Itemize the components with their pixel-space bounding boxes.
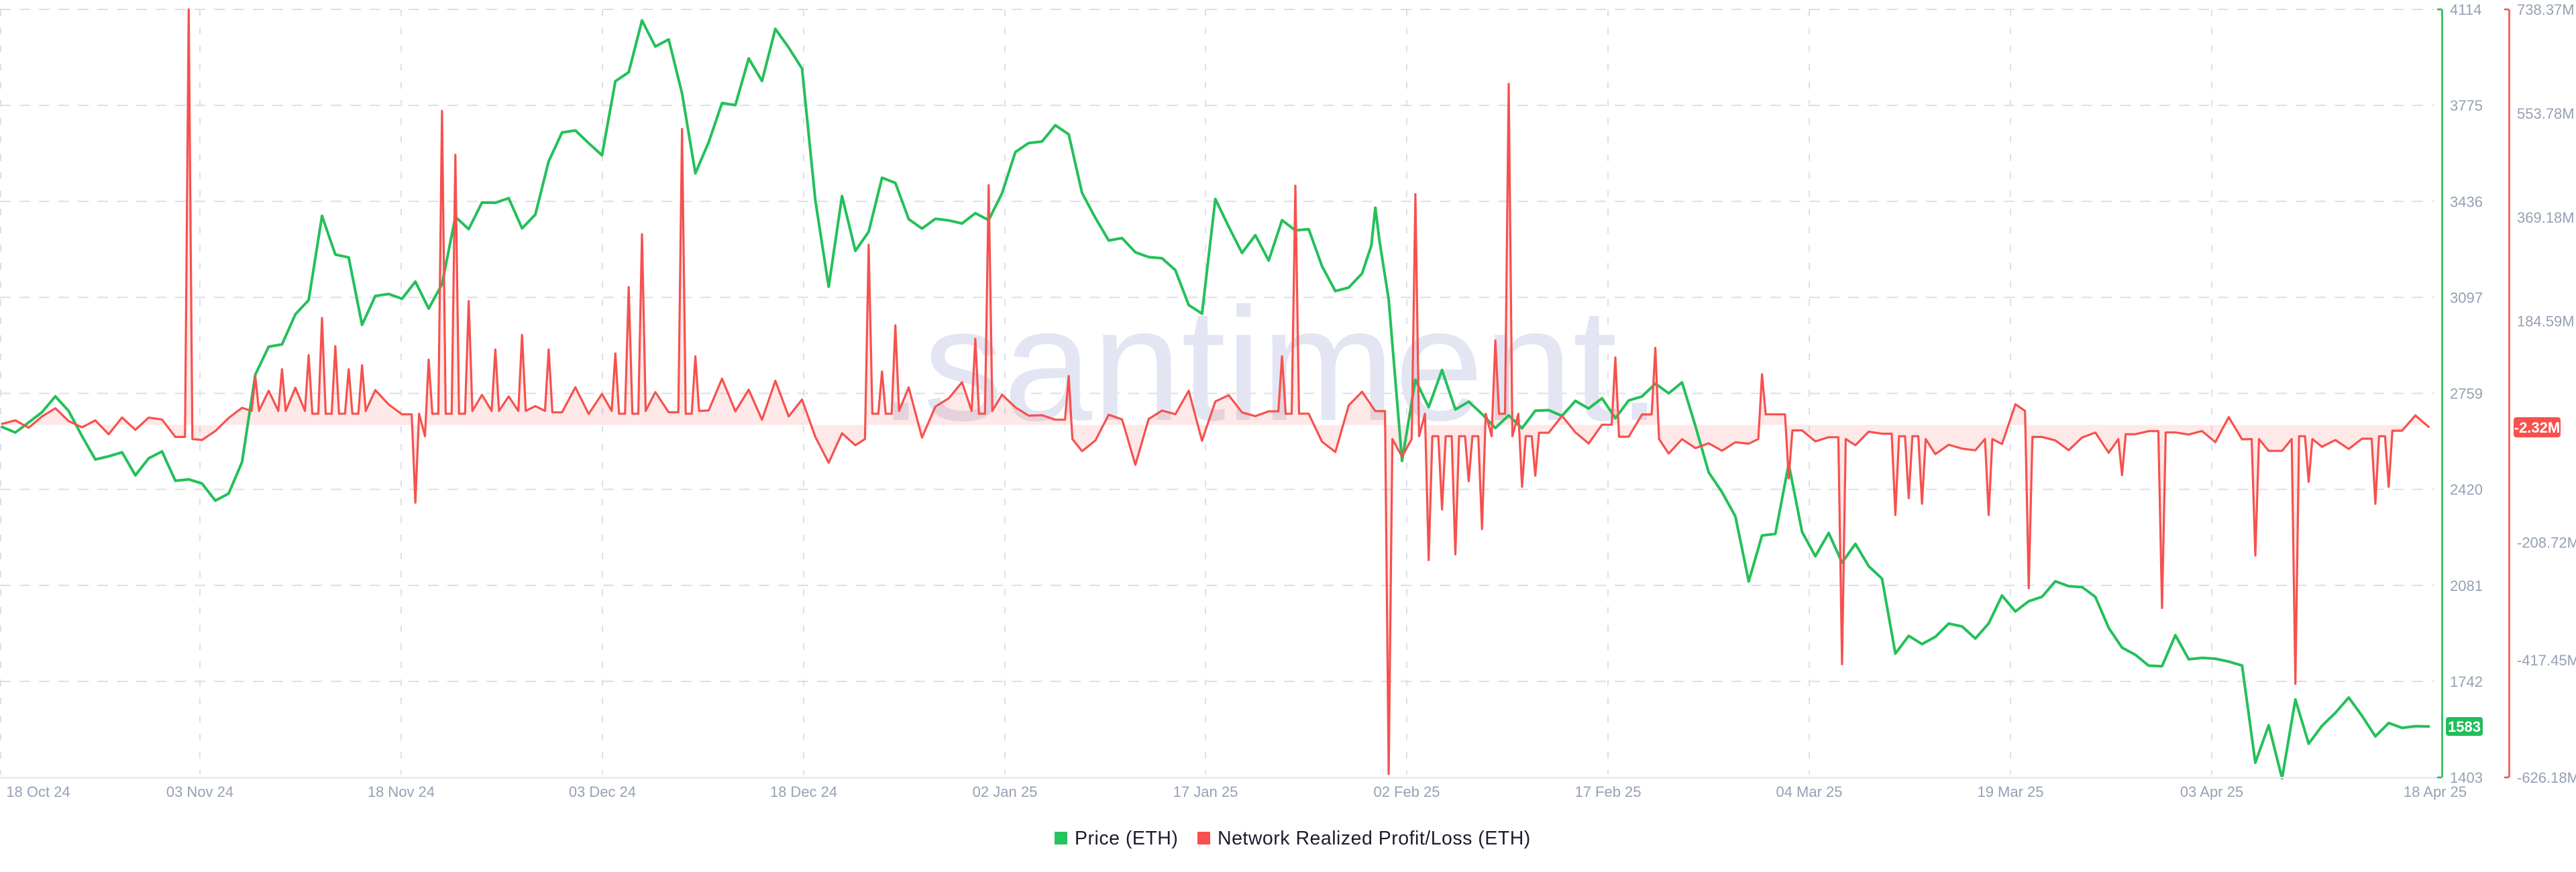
- svg-text:553.78M: 553.78M: [2517, 105, 2575, 122]
- svg-text:18 Dec 24: 18 Dec 24: [770, 783, 837, 800]
- svg-text:-208.72M: -208.72M: [2517, 535, 2576, 551]
- svg-text:18 Oct 24: 18 Oct 24: [6, 783, 70, 800]
- svg-text:03 Nov 24: 03 Nov 24: [166, 783, 233, 800]
- svg-text:-2.32M: -2.32M: [2514, 419, 2560, 436]
- svg-text:17 Jan 25: 17 Jan 25: [1173, 783, 1238, 800]
- svg-text:17 Feb 25: 17 Feb 25: [1574, 783, 1641, 800]
- svg-text:03 Dec 24: 03 Dec 24: [569, 783, 636, 800]
- svg-text:3775: 3775: [2450, 97, 2483, 114]
- svg-text:1583: 1583: [2448, 718, 2481, 735]
- svg-text:2081: 2081: [2450, 578, 2483, 594]
- svg-text:369.18M: 369.18M: [2517, 209, 2575, 226]
- svg-text:02 Jan 25: 02 Jan 25: [973, 783, 1038, 800]
- svg-text:2759: 2759: [2450, 386, 2483, 402]
- svg-text:Network Realized Profit/Loss (: Network Realized Profit/Loss (ETH): [1218, 828, 1531, 849]
- svg-text:.santiment.: .santiment.: [879, 274, 1662, 454]
- svg-text:18 Apr 25: 18 Apr 25: [2404, 783, 2467, 800]
- svg-text:2420: 2420: [2450, 482, 2483, 498]
- svg-text:03 Apr 25: 03 Apr 25: [2180, 783, 2243, 800]
- svg-text:Price (ETH): Price (ETH): [1075, 828, 1178, 849]
- svg-text:3436: 3436: [2450, 193, 2483, 210]
- svg-text:184.59M: 184.59M: [2517, 313, 2575, 330]
- svg-text:18 Nov 24: 18 Nov 24: [368, 783, 435, 800]
- svg-text:19 Mar 25: 19 Mar 25: [1977, 783, 2043, 800]
- svg-text:-417.45M: -417.45M: [2517, 652, 2576, 669]
- svg-text:3097: 3097: [2450, 289, 2483, 306]
- svg-text:1742: 1742: [2450, 673, 2483, 690]
- svg-text:-626.18M: -626.18M: [2517, 769, 2576, 786]
- svg-text:02 Feb 25: 02 Feb 25: [1373, 783, 1440, 800]
- svg-text:4114: 4114: [2450, 1, 2481, 18]
- svg-text:04 Mar 25: 04 Mar 25: [1776, 783, 1842, 800]
- svg-text:1403: 1403: [2450, 769, 2483, 786]
- svg-text:738.37M: 738.37M: [2517, 1, 2575, 18]
